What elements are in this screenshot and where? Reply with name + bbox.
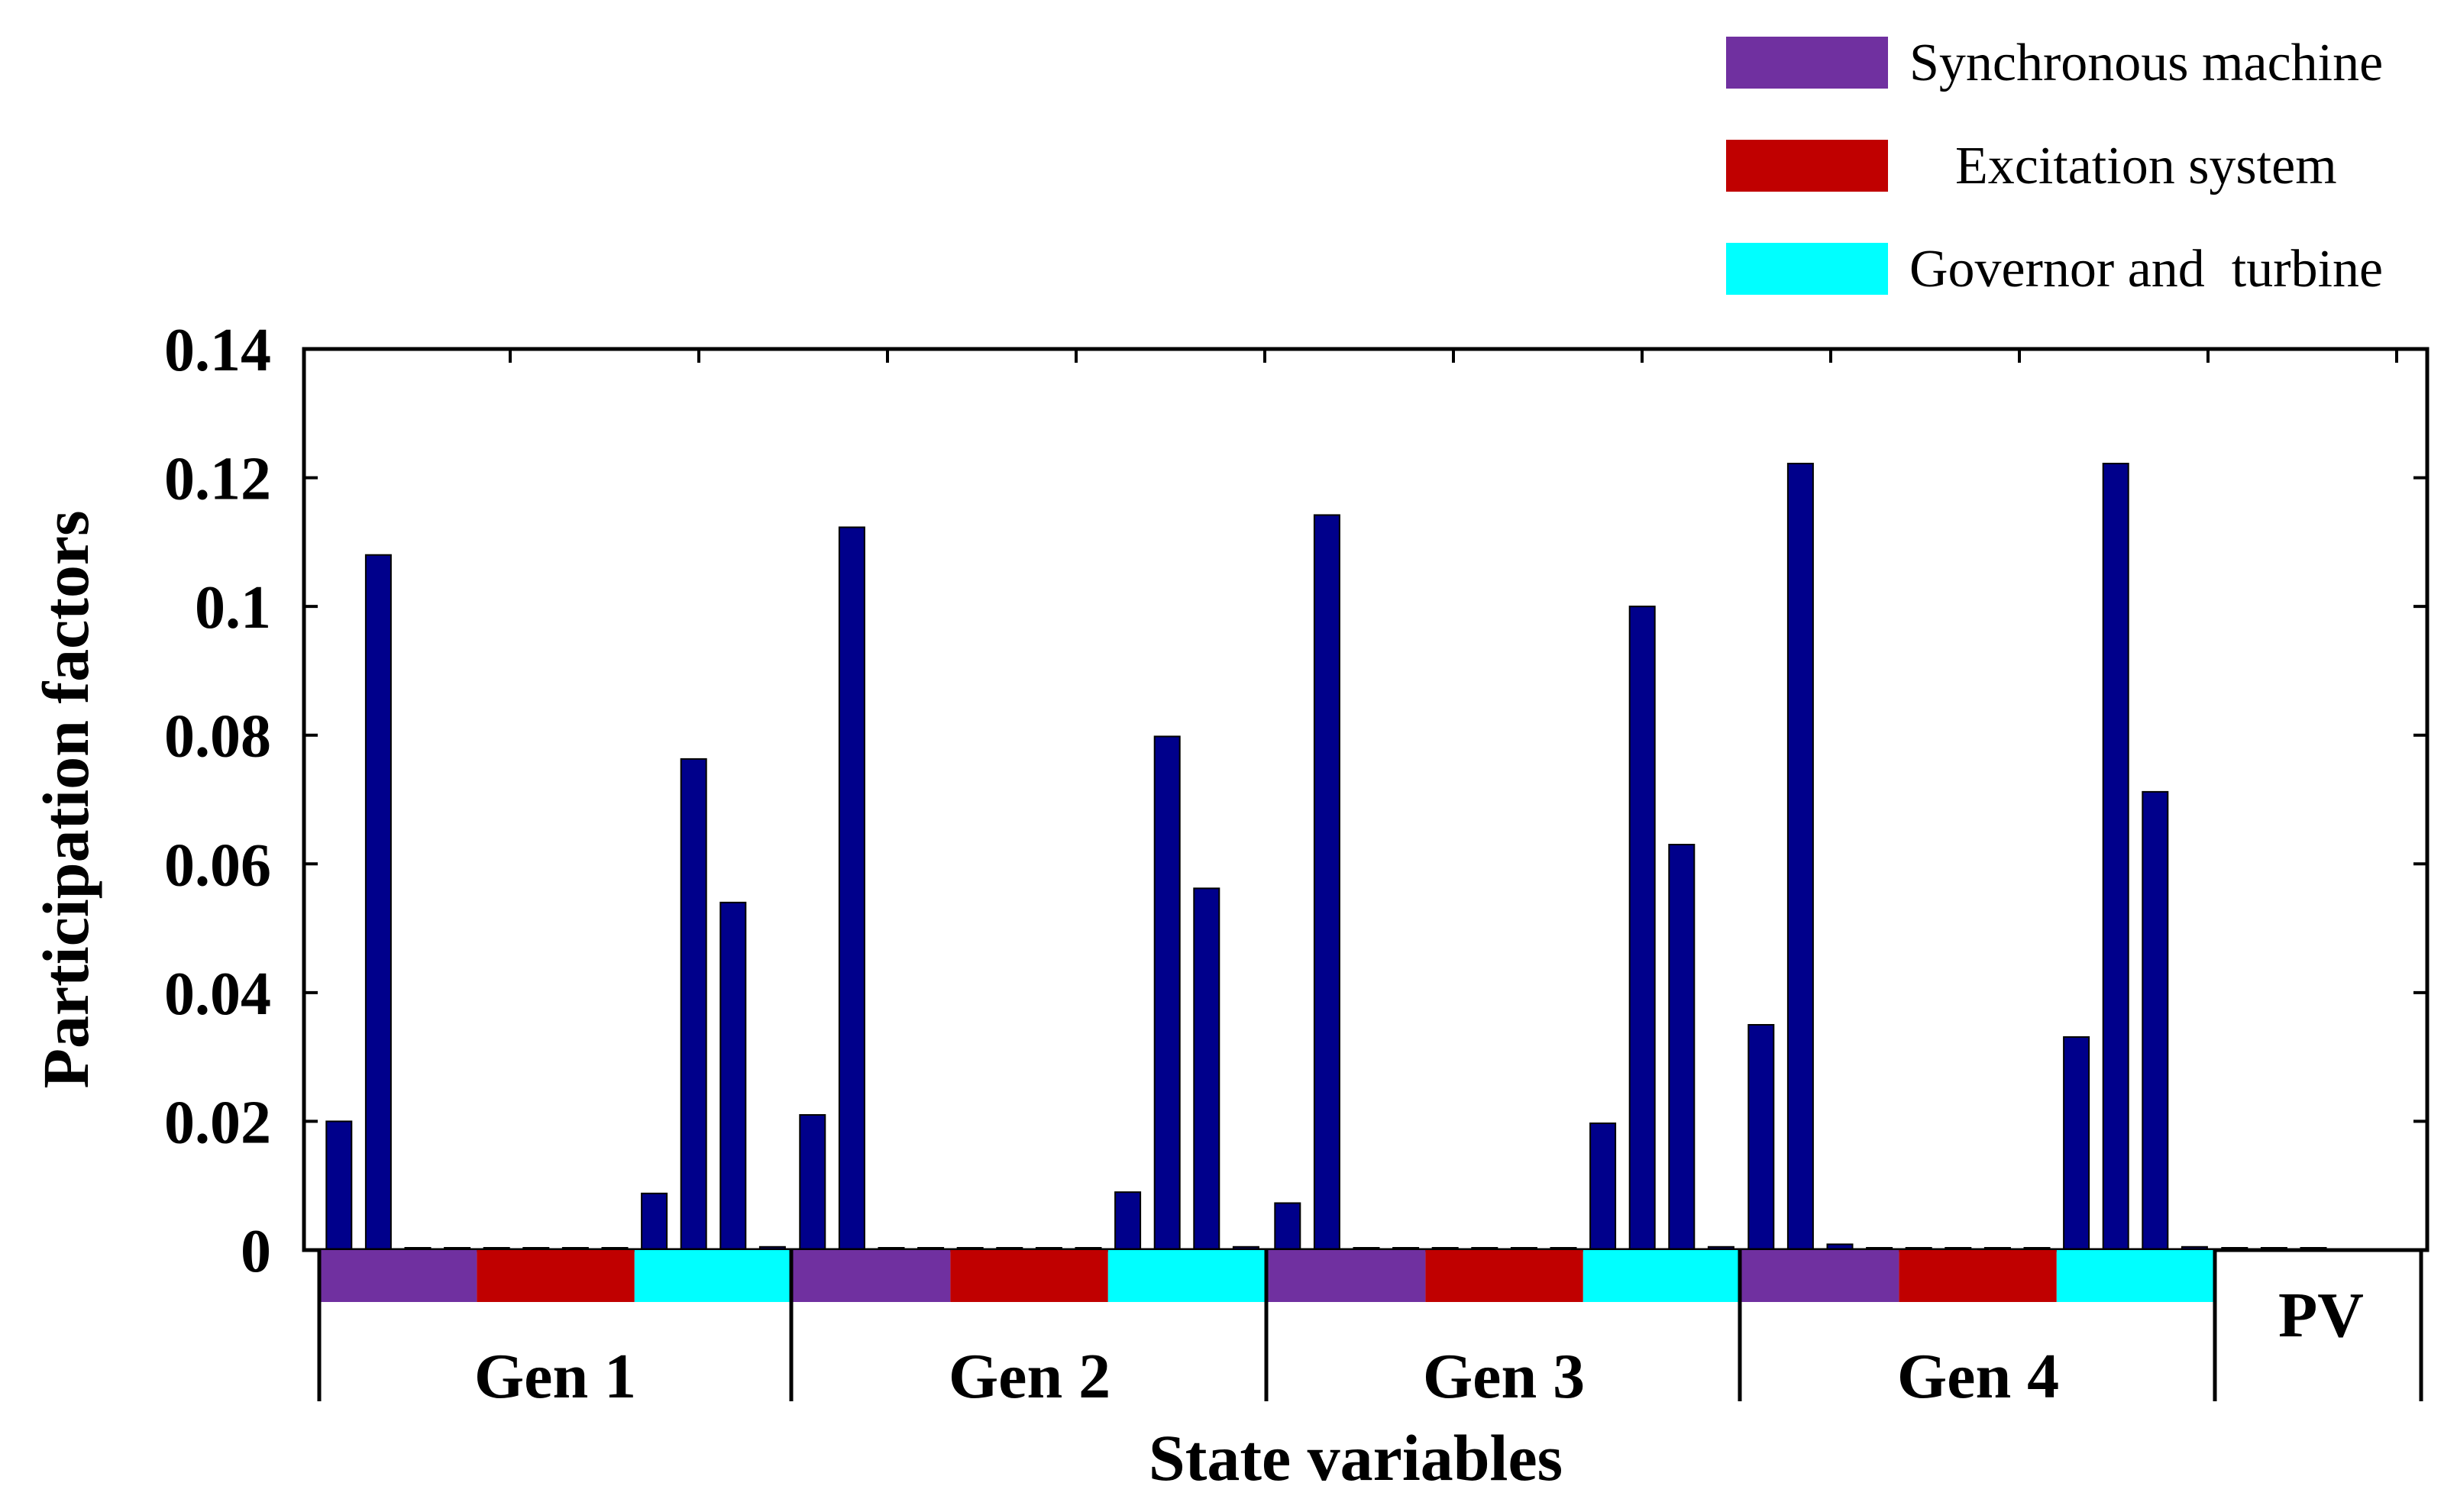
y-tick-label: 0.12 — [164, 446, 271, 513]
bar — [2102, 463, 2129, 1251]
bar — [1628, 606, 1656, 1251]
bar — [2063, 1036, 2090, 1251]
subsystem-strip — [2056, 1250, 2215, 1302]
bar — [641, 1192, 668, 1252]
legend-label-synchronous-machine: Synchronous machine — [1909, 34, 2383, 92]
bar — [1786, 463, 1814, 1251]
bar — [364, 554, 392, 1251]
subsystem-strip — [1899, 1250, 2057, 1302]
legend: Synchronous machine Excitation system Go… — [1726, 34, 2383, 299]
subsystem-strip — [1425, 1250, 1583, 1302]
x-axis-title: State variables — [1149, 1421, 1563, 1494]
bar — [799, 1114, 826, 1251]
bar — [680, 758, 707, 1251]
subsystem-strip — [1741, 1250, 1899, 1302]
bar — [2142, 790, 2169, 1251]
subsystem-strip — [1268, 1250, 1426, 1302]
subsystem-strip — [319, 1250, 477, 1302]
bar — [1114, 1191, 1142, 1251]
group-label: Gen 1 — [474, 1341, 636, 1412]
legend-swatch-governor-turbine — [1726, 243, 1888, 295]
bar — [1193, 887, 1220, 1252]
subsystem-strip — [477, 1250, 635, 1302]
y-tick-label: 0.08 — [164, 703, 271, 771]
bar — [1274, 1202, 1301, 1252]
bar — [719, 901, 747, 1252]
group-label: Gen 3 — [1423, 1341, 1585, 1412]
subsystem-strip — [793, 1250, 951, 1302]
subsystem-strip — [1107, 1250, 1266, 1302]
bar — [838, 526, 865, 1251]
legend-swatch-synchronous-machine — [1726, 37, 1888, 89]
subsystem-strip — [634, 1250, 793, 1302]
bar — [325, 1120, 353, 1252]
y-axis-title: Participation factors — [29, 510, 102, 1088]
legend-label-excitation-system: Excitation system — [1955, 137, 2337, 195]
bar — [1747, 1024, 1775, 1251]
legend-label-governor-turbine: Governor and turbine — [1909, 240, 2383, 299]
bar — [1668, 844, 1696, 1251]
y-tick-label: 0.04 — [164, 961, 271, 1028]
group-label: Gen 2 — [949, 1341, 1110, 1412]
subsystem-strip — [1583, 1250, 1741, 1302]
subsystem-strip — [950, 1250, 1108, 1302]
y-tick-label: 0 — [241, 1218, 271, 1285]
group-label: PV — [2278, 1280, 2364, 1351]
plot-area — [325, 463, 2327, 1252]
group-label: Gen 4 — [1897, 1341, 2059, 1412]
y-tick-label: 0.06 — [164, 832, 271, 899]
y-axis: 0 0.02 0.04 0.06 0.08 0.1 0.12 0.14 — [164, 317, 2427, 1285]
y-tick-label: 0.02 — [164, 1089, 271, 1156]
x-axis: Gen 1 Gen 2 Gen 3 Gen 4 PV — [317, 1250, 2423, 1412]
legend-swatch-excitation-system — [1726, 140, 1888, 192]
y-tick-label: 0.14 — [164, 317, 271, 384]
bar — [1153, 735, 1181, 1251]
bar — [1589, 1122, 1617, 1252]
bar — [1313, 514, 1340, 1251]
y-tick-label: 0.1 — [195, 574, 271, 641]
